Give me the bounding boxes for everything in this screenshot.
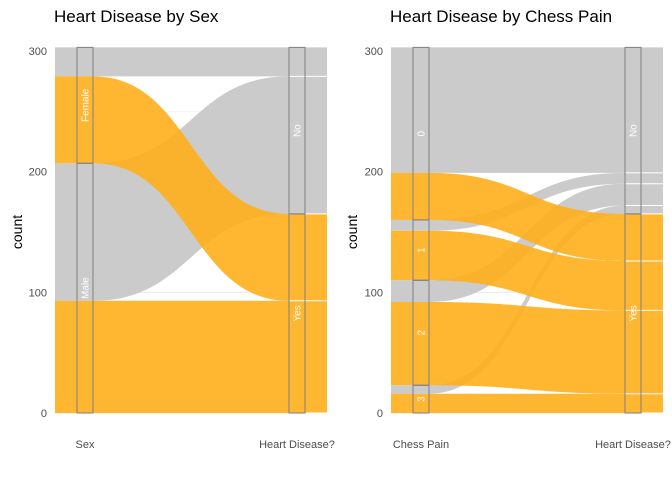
flow-head: [55, 47, 77, 77]
flow-tail: [641, 205, 663, 214]
y-tick-label: 0: [41, 408, 47, 420]
flow-tail: [305, 47, 327, 77]
x-tick-label: Chess Pain: [393, 439, 449, 451]
left-stratum-box: [412, 384, 430, 414]
flow-tail: [641, 310, 663, 394]
flow-female-to-no: [77, 47, 305, 77]
flow-tail: [305, 300, 327, 413]
y-axis-title: count: [344, 215, 360, 249]
flow-0-to-yes: [413, 172, 641, 261]
left-stratum-box: [76, 162, 94, 414]
flow-head: [391, 219, 413, 231]
right-stratum-label: No: [293, 124, 304, 137]
y-tick-label: 300: [365, 46, 383, 58]
left-stratum-label: 3: [417, 396, 428, 402]
flow-tail: [641, 172, 663, 184]
flow-tail: [641, 213, 663, 261]
flow-tail: [305, 213, 327, 301]
flow-tail: [641, 183, 663, 206]
flow-head: [391, 230, 413, 281]
y-tick-label: 300: [29, 46, 47, 58]
flow-head: [55, 76, 77, 164]
flow-head: [391, 385, 413, 394]
y-tick-label: 200: [365, 167, 383, 179]
panel-title: Heart Disease by Chess Pain: [390, 7, 612, 26]
flow-tail: [305, 76, 327, 214]
y-tick-label: 100: [365, 287, 383, 299]
flow-2-to-no: [413, 183, 641, 302]
y-tick-label: 100: [29, 287, 47, 299]
left-stratum-label: Male: [81, 277, 92, 299]
flow-head: [391, 393, 413, 413]
flow-male-to-yes: [77, 300, 305, 413]
flow-head: [391, 301, 413, 386]
panel-1: Heart Disease by Sex 0 100 200 300 count Femal…: [9, 7, 335, 451]
y-tick-label: 200: [29, 167, 47, 179]
flow-tail: [641, 47, 663, 173]
flow-head: [391, 47, 413, 173]
x-tick-label: Sex: [76, 439, 95, 451]
flow-3-to-yes: [413, 393, 641, 413]
flow-head: [391, 172, 413, 220]
x-tick-label: Heart Disease?: [595, 439, 671, 451]
right-stratum-label: Yes: [629, 305, 640, 321]
x-tick-label: Heart Disease?: [259, 439, 335, 451]
flow-1-to-yes: [413, 230, 641, 311]
flow-0-to-no: [413, 47, 641, 173]
right-stratum-label: No: [629, 124, 640, 137]
right-stratum-box: [624, 213, 642, 414]
left-stratum-label: 2: [417, 330, 428, 336]
left-stratum-label: 1: [417, 247, 428, 253]
left-stratum-label: 0: [417, 130, 428, 136]
flow-tail: [641, 393, 663, 413]
panel-title: Heart Disease by Sex: [54, 7, 219, 26]
right-stratum-box: [288, 213, 306, 414]
flow-head: [55, 163, 77, 301]
right-stratum-label: Yes: [293, 305, 304, 321]
flow-head: [391, 280, 413, 302]
flow-head: [55, 300, 77, 413]
flow-female-to-yes: [77, 76, 305, 301]
flow-2-to-yes: [413, 301, 641, 394]
left-stratum-label: Female: [81, 88, 92, 122]
y-axis-title: count: [9, 215, 25, 249]
panel-2: Heart Disease by Chess Pain 0 100 200 300 cou…: [344, 7, 671, 451]
flow-tail: [641, 260, 663, 311]
flow-3-to-no: [413, 205, 641, 394]
y-tick-label: 0: [377, 408, 383, 420]
